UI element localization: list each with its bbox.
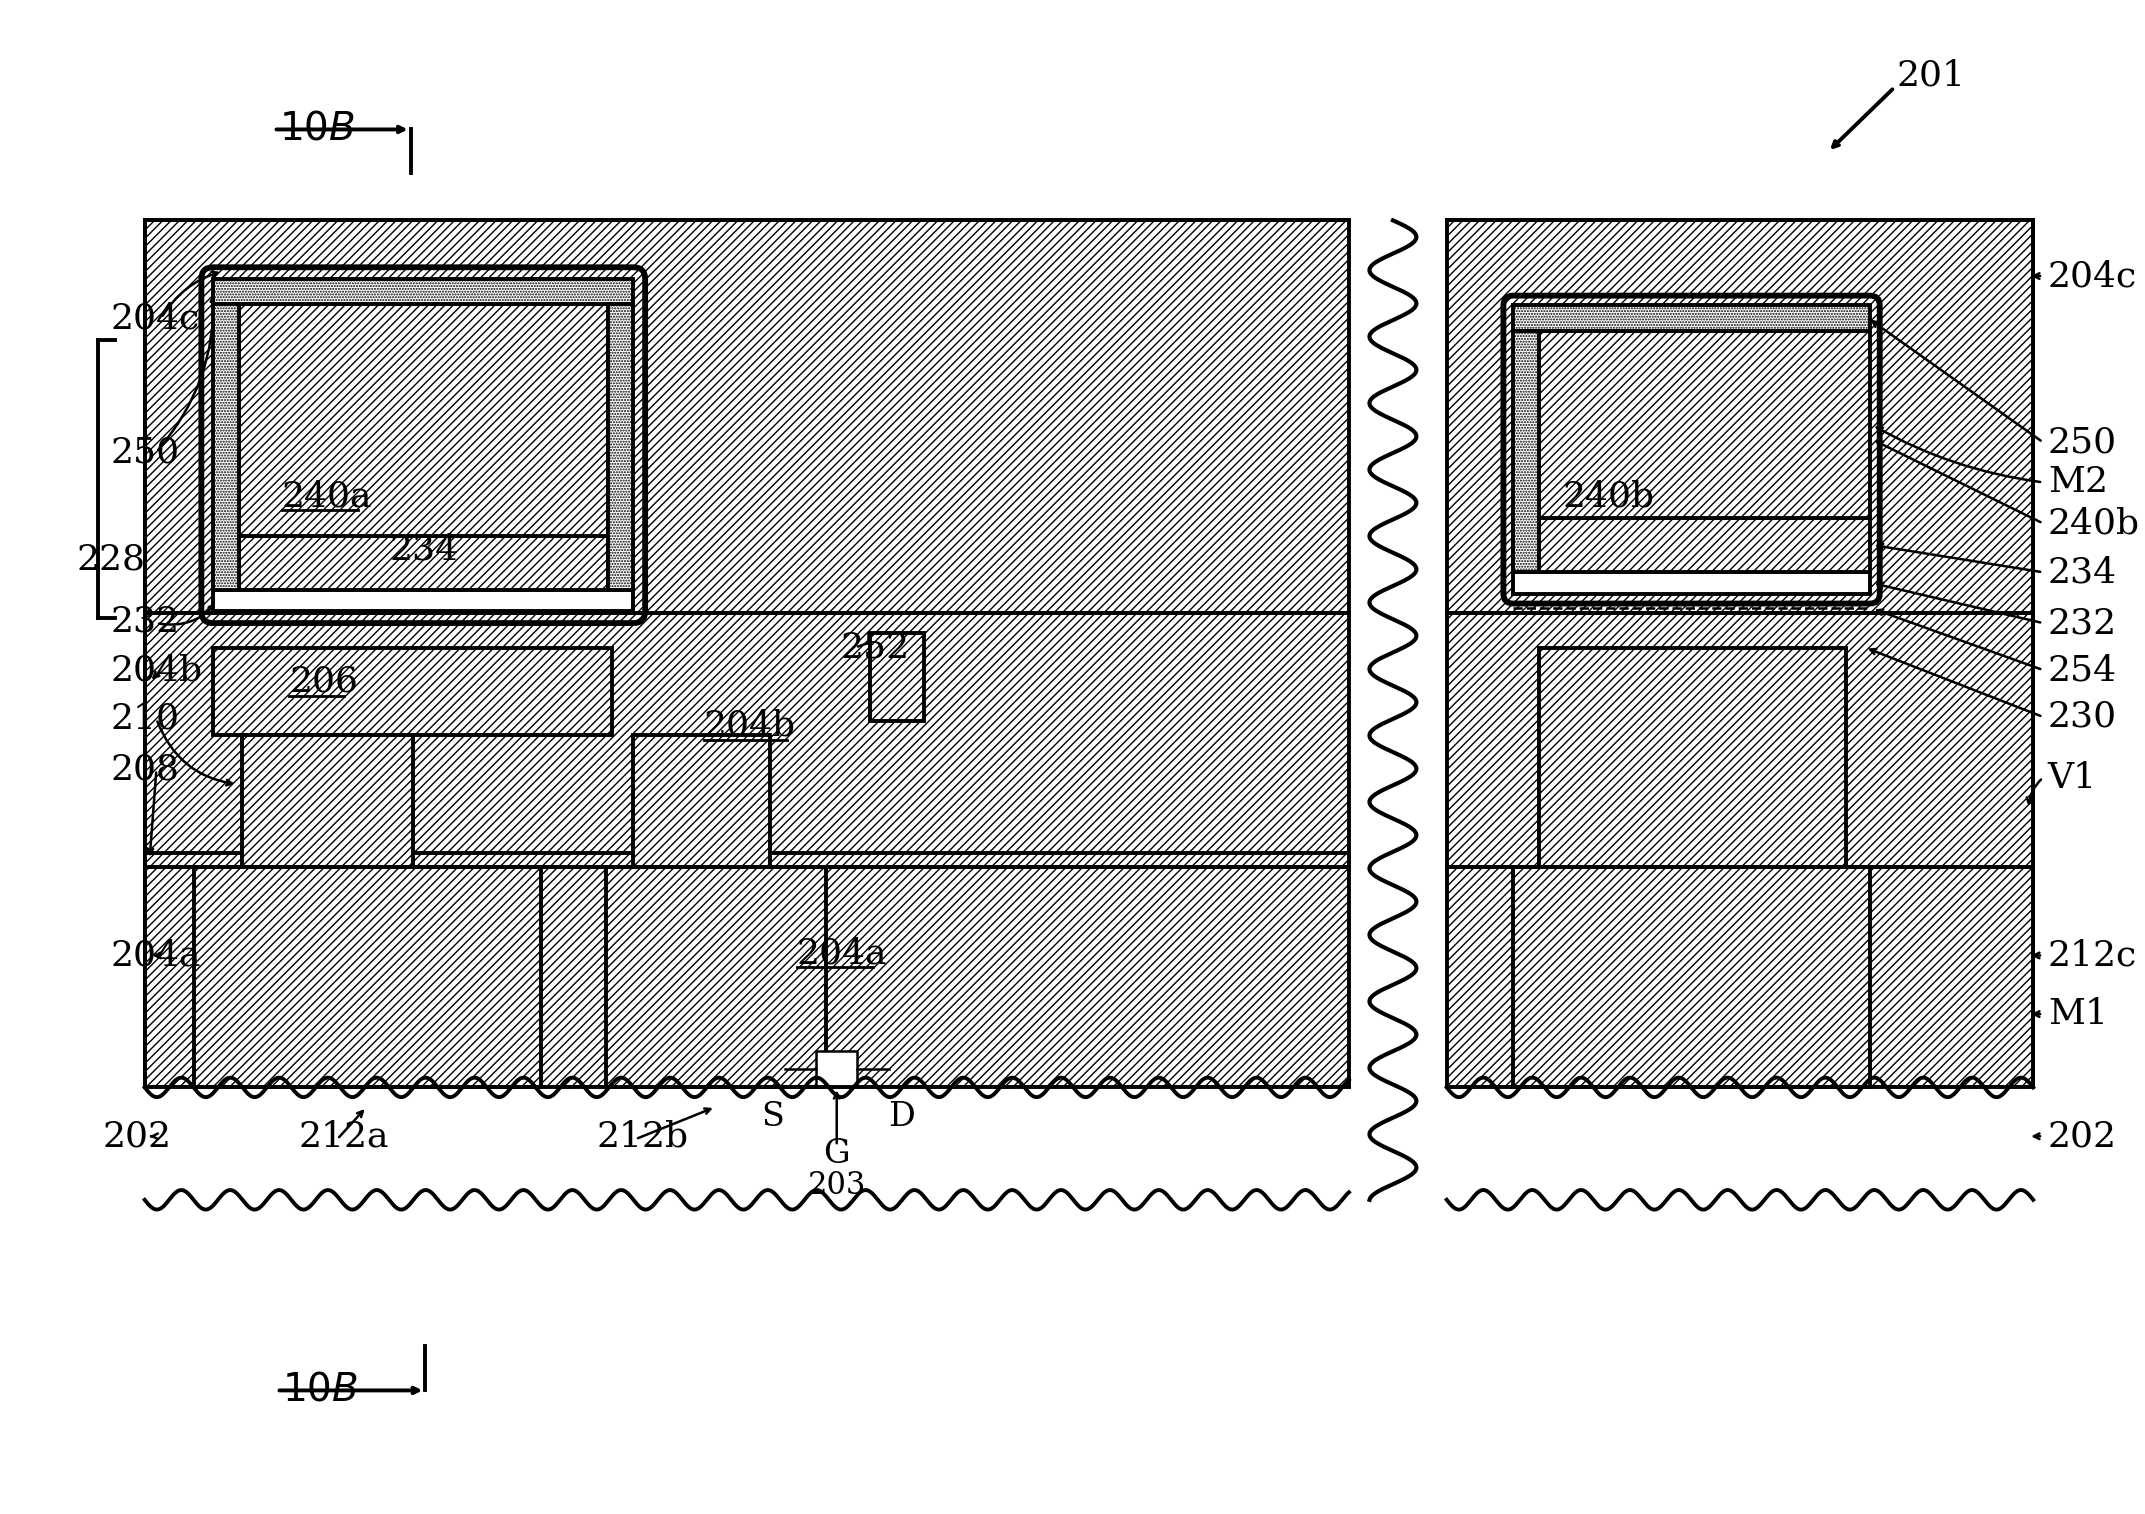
Bar [607, 868, 826, 1087]
Bar [607, 304, 633, 590]
Text: 232: 232 [2048, 606, 2117, 640]
Text: 202: 202 [103, 1119, 172, 1154]
Text: 250: 250 [2048, 425, 2117, 459]
Bar [212, 590, 633, 612]
Bar [871, 633, 924, 721]
Bar [1538, 332, 1870, 518]
Bar [212, 279, 633, 612]
Bar [1512, 306, 1870, 593]
Text: 204c: 204c [109, 301, 199, 335]
Text: 204b: 204b [109, 653, 202, 687]
Text: 228: 228 [77, 542, 146, 577]
Bar [1446, 613, 2033, 868]
Text: 232: 232 [109, 604, 180, 637]
Bar [212, 536, 238, 590]
Text: 230: 230 [2048, 699, 2117, 734]
Text: 240b: 240b [2048, 506, 2141, 540]
Text: 212c: 212c [2048, 939, 2136, 972]
Text: 204b: 204b [704, 709, 796, 743]
Bar [238, 304, 607, 536]
Bar [144, 868, 1349, 1087]
Bar [1446, 221, 2033, 613]
Text: 203: 203 [807, 1170, 867, 1201]
Text: 234: 234 [388, 533, 459, 566]
Bar [144, 221, 1349, 613]
Bar [1446, 1087, 2033, 1199]
Text: 210: 210 [109, 702, 180, 736]
Bar [817, 1051, 858, 1087]
Bar [1512, 306, 1870, 332]
Bar [212, 648, 611, 736]
Text: 254: 254 [2048, 653, 2117, 687]
Bar [1512, 868, 1870, 1087]
Bar [212, 279, 633, 304]
Text: 204a: 204a [796, 937, 888, 970]
Text: S: S [761, 1101, 783, 1132]
Text: M2: M2 [2048, 465, 2109, 500]
Text: D: D [888, 1101, 914, 1132]
Text: 202: 202 [2048, 1119, 2117, 1154]
Bar [193, 868, 541, 1087]
Bar [1512, 572, 1870, 593]
Bar [1446, 868, 2033, 1087]
Text: $\mathit{10B}$: $\mathit{10B}$ [281, 1372, 358, 1410]
Bar [1512, 518, 1538, 572]
Text: 212b: 212b [596, 1119, 689, 1154]
Text: M1: M1 [2048, 998, 2109, 1031]
Text: 240a: 240a [281, 478, 371, 513]
Bar [1538, 648, 1847, 868]
Text: 201: 201 [1896, 59, 1965, 92]
Text: 252: 252 [841, 630, 909, 665]
Text: 240b: 240b [1562, 478, 1654, 513]
Bar [1512, 332, 1538, 572]
Bar [242, 736, 414, 868]
Bar [1538, 518, 1870, 572]
Text: 204a: 204a [109, 939, 202, 972]
Bar [607, 536, 633, 590]
Bar [144, 852, 1349, 868]
Bar [144, 613, 1349, 868]
Text: 212a: 212a [298, 1119, 388, 1154]
Text: 234: 234 [2048, 556, 2117, 589]
Text: V1: V1 [2048, 760, 2098, 795]
Bar [144, 1087, 1349, 1199]
Text: G: G [824, 1139, 849, 1170]
Text: 204c: 204c [2048, 259, 2136, 294]
Bar [212, 304, 238, 590]
Text: $\mathit{10B}$: $\mathit{10B}$ [279, 111, 354, 148]
Text: 206: 206 [290, 665, 358, 699]
Bar [633, 736, 770, 868]
Text: 208: 208 [109, 752, 180, 787]
Bar [238, 536, 607, 590]
Text: 250: 250 [109, 435, 180, 469]
